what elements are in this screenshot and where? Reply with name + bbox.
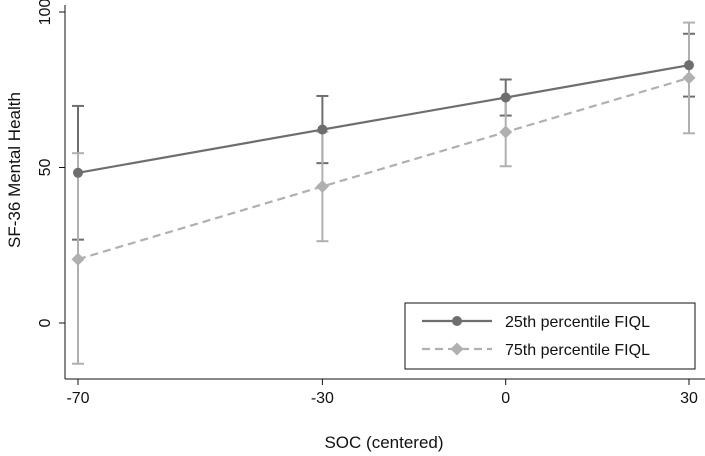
data-point <box>317 124 328 135</box>
legend-entry: 25th percentile FIQL <box>422 314 650 331</box>
legend: 25th percentile FIQL 75th percentile FIQL <box>404 302 696 370</box>
data-point <box>682 71 696 85</box>
y-tick-label: 100 <box>37 0 54 25</box>
legend-marker <box>452 316 462 326</box>
legend-label: 25th percentile FIQL <box>505 314 650 331</box>
series-line <box>77 76 690 261</box>
legend-box <box>404 302 696 370</box>
data-point <box>71 252 85 266</box>
x-tick-label: 30 <box>680 390 698 407</box>
x-tick-label: -70 <box>66 390 89 407</box>
x-tick-label: 0 <box>501 390 510 407</box>
data-point <box>500 92 511 103</box>
data-point <box>73 167 83 178</box>
y-tick-label: 50 <box>37 159 54 177</box>
series-line <box>77 64 690 174</box>
data-point <box>684 60 694 71</box>
y-tick-label: 0 <box>37 318 54 327</box>
y-axis-title: SF-36 Mental Health <box>5 92 24 248</box>
data-point <box>499 125 513 139</box>
x-tick-label: -30 <box>311 390 334 407</box>
axes <box>64 5 705 380</box>
legend-marker <box>450 342 464 356</box>
data-point <box>315 179 329 193</box>
legend-label: 75th percentile FIQL <box>505 342 650 359</box>
legend-entry: 75th percentile FIQL <box>422 342 650 359</box>
x-axis-title: SOC (centered) <box>324 433 443 452</box>
